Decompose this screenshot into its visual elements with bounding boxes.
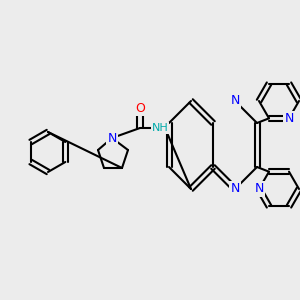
Text: N: N [230, 94, 240, 107]
Text: N: N [107, 131, 117, 145]
Text: NH: NH [152, 123, 168, 133]
Text: N: N [254, 182, 264, 196]
Text: N: N [230, 182, 240, 196]
Text: O: O [135, 101, 145, 115]
Text: N: N [284, 112, 294, 125]
